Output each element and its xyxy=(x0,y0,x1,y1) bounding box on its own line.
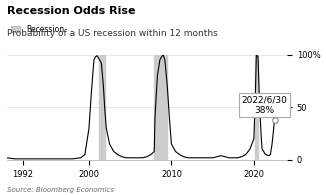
Bar xyxy=(99,55,105,160)
Bar xyxy=(255,55,258,160)
Text: Recession Odds Rise: Recession Odds Rise xyxy=(7,6,135,16)
Text: 2022/6/30
38%: 2022/6/30 38% xyxy=(242,95,288,115)
Legend: Recession: Recession xyxy=(7,22,67,37)
Text: Probability of a US recession within 12 months: Probability of a US recession within 12 … xyxy=(7,29,217,38)
Text: Source: Bloomberg Economics: Source: Bloomberg Economics xyxy=(7,187,113,193)
Bar xyxy=(154,55,167,160)
